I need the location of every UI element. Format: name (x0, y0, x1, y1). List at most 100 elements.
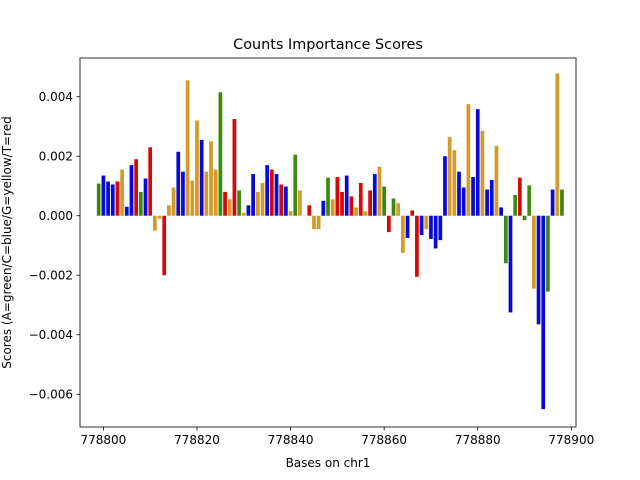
bar-G-778827 (227, 199, 232, 216)
bar-G-778869 (424, 215, 429, 230)
bar-A-778808 (138, 191, 143, 216)
y-tick-label: −0.006 (29, 387, 73, 401)
bar-C-778847 (321, 200, 326, 216)
bar-G-778833 (255, 191, 260, 216)
bar-G-778842 (298, 190, 302, 216)
bar-C-778832 (251, 174, 256, 216)
bar-C-778893 (536, 215, 541, 325)
bar-A-778895 (546, 215, 550, 292)
bar-C-778835 (265, 165, 270, 216)
bar-C-778870 (429, 215, 433, 239)
y-tick-label: 0.004 (39, 90, 73, 104)
bar-C-778877 (461, 187, 466, 216)
bar-G-778820 (195, 120, 199, 216)
bar-G-778834 (260, 182, 265, 216)
bar-G-778824 (213, 169, 218, 216)
bar-G-778878 (466, 104, 471, 216)
bar-T-778866 (410, 210, 415, 216)
x-tick-label: 778860 (361, 433, 407, 447)
bar-C-778871 (433, 215, 438, 249)
bar-A-778860 (382, 186, 387, 216)
y-tick-label: 0.000 (39, 209, 73, 223)
bar-C-778817 (181, 171, 185, 216)
bar-G-778814 (167, 205, 171, 216)
bar-G-778854 (354, 207, 358, 216)
bar-A-778890 (522, 215, 527, 221)
bar-C-778879 (471, 177, 475, 216)
bar-G-778881 (480, 130, 485, 216)
bar-C-778880 (475, 109, 480, 216)
bar-C-778837 (274, 174, 279, 216)
bar-G-778884 (494, 145, 499, 216)
bar-C-778868 (419, 215, 424, 236)
x-axis-label: Bases on chr1 (286, 456, 371, 470)
bar-C-778852 (344, 175, 349, 216)
y-axis-ticks: −0.006 −0.004 −0.002 0.000 0.002 0.004 (29, 90, 80, 401)
bar-A-778829 (237, 190, 241, 216)
y-axis-label: Scores (A=green/C=blue/G=yellow/T=red (0, 116, 14, 369)
bar-C-778872 (438, 215, 443, 241)
bar-C-778887 (508, 215, 513, 313)
bar-A-778848 (326, 177, 330, 216)
bar-G-778823 (209, 141, 213, 216)
bar-G-778863 (396, 203, 401, 216)
bar-T-778807 (134, 159, 139, 216)
bar-C-778839 (284, 186, 288, 216)
bar-T-778803 (115, 181, 120, 216)
bar-C-778896 (550, 189, 555, 216)
bar-C-778806 (129, 165, 134, 216)
bar-T-778810 (148, 147, 153, 216)
bar-A-778825 (218, 92, 223, 216)
bar-A-778841 (293, 154, 298, 216)
bar-C-778883 (489, 180, 494, 216)
bar-T-778838 (279, 184, 284, 216)
bar-G-778864 (400, 215, 405, 253)
bar-C-778882 (485, 189, 489, 216)
bar-A-778799 (96, 183, 101, 216)
bar-A-778886 (503, 215, 508, 264)
bar-T-778826 (223, 191, 227, 216)
bar-C-778858 (372, 174, 377, 216)
bar-G-778840 (288, 211, 293, 216)
bar-G-778815 (171, 187, 176, 216)
x-tick-label: 778820 (174, 433, 220, 447)
bar-G-778811 (152, 215, 157, 231)
bar-G-778818 (185, 80, 190, 216)
bar-T-778867 (415, 215, 419, 277)
bars-group (96, 73, 564, 410)
bar-A-778888 (513, 194, 518, 216)
bar-T-778857 (368, 190, 372, 216)
bar-T-778851 (340, 191, 344, 216)
bar-T-778853 (349, 196, 354, 216)
bar-G-778875 (452, 150, 457, 216)
bar-G-778819 (190, 180, 195, 216)
plot-frame (79, 57, 577, 428)
bar-C-778831 (246, 205, 251, 216)
bar-A-778898 (560, 189, 564, 216)
bar-A-778891 (527, 185, 532, 216)
bar-C-778865 (405, 215, 410, 239)
bar-C-778801 (106, 181, 110, 216)
y-tick-label: −0.002 (29, 268, 73, 282)
bar-G-778845 (312, 215, 316, 230)
bar-T-778836 (269, 169, 274, 216)
bar-G-778812 (157, 215, 162, 219)
bar-G-778897 (555, 73, 560, 216)
bar-G-778804 (120, 169, 124, 216)
bar-G-778874 (447, 136, 452, 216)
x-axis-ticks: 778800 778820 778840 778860 778880 778900 (80, 427, 594, 447)
bar-G-778859 (377, 166, 382, 216)
x-tick-label: 778840 (268, 433, 314, 447)
bar-T-778813 (162, 215, 167, 276)
x-tick-label: 778900 (548, 433, 594, 447)
bar-T-778850 (335, 177, 340, 216)
bar-T-778855 (358, 182, 363, 216)
bar-C-778816 (176, 151, 181, 216)
bar-C-778805 (124, 206, 129, 216)
bar-C-778873 (443, 156, 447, 216)
bar-G-778822 (204, 171, 209, 216)
bar-C-778802 (110, 184, 115, 216)
bar-G-778846 (316, 215, 321, 230)
bar-C-778821 (199, 139, 204, 216)
